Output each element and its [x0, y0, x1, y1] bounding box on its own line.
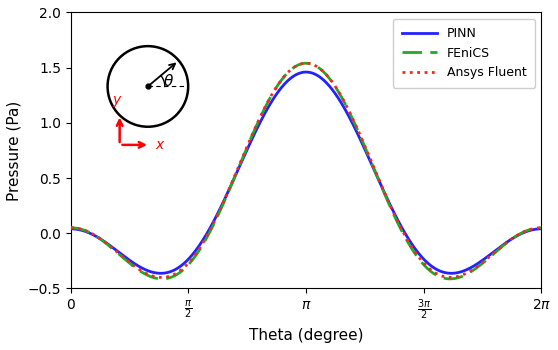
PINN: [392, 212, 398, 216]
Ansys Fluent: [158, 275, 165, 280]
Line: Ansys Fluent: Ansys Fluent: [71, 63, 541, 278]
Ansys Fluent: [275, 82, 282, 86]
FEniCS: [258, 113, 265, 117]
PINN: [435, 268, 442, 273]
Ansys Fluent: [258, 112, 265, 116]
PINN: [538, 227, 545, 231]
FEniCS: [538, 226, 545, 230]
Ansys Fluent: [538, 226, 545, 230]
FEniCS: [159, 277, 166, 281]
Text: $y$: $y$: [112, 93, 123, 108]
FEniCS: [392, 215, 398, 219]
FEniCS: [302, 61, 309, 65]
Ansys Fluent: [68, 226, 74, 230]
FEniCS: [444, 276, 450, 281]
X-axis label: Theta (degree): Theta (degree): [249, 328, 363, 343]
Legend: PINN, FEniCS, Ansys Fluent: PINN, FEniCS, Ansys Fluent: [393, 19, 535, 88]
Line: PINN: PINN: [71, 72, 541, 273]
Ansys Fluent: [444, 275, 450, 279]
PINN: [157, 271, 164, 275]
FEniCS: [435, 274, 442, 279]
Ansys Fluent: [392, 214, 398, 218]
FEniCS: [68, 226, 74, 230]
PINN: [258, 118, 265, 122]
Line: FEniCS: FEniCS: [71, 63, 541, 279]
PINN: [302, 70, 309, 74]
PINN: [444, 271, 450, 275]
PINN: [275, 89, 282, 93]
Ansys Fluent: [435, 273, 442, 277]
Ansys Fluent: [116, 251, 122, 256]
PINN: [68, 227, 74, 231]
Text: $x$: $x$: [155, 138, 165, 152]
Text: $\theta$: $\theta$: [163, 73, 174, 89]
Ansys Fluent: [302, 61, 309, 65]
FEniCS: [116, 252, 122, 256]
Y-axis label: Pressure (Pa): Pressure (Pa): [7, 100, 22, 201]
PINN: [116, 250, 122, 254]
FEniCS: [275, 82, 282, 86]
